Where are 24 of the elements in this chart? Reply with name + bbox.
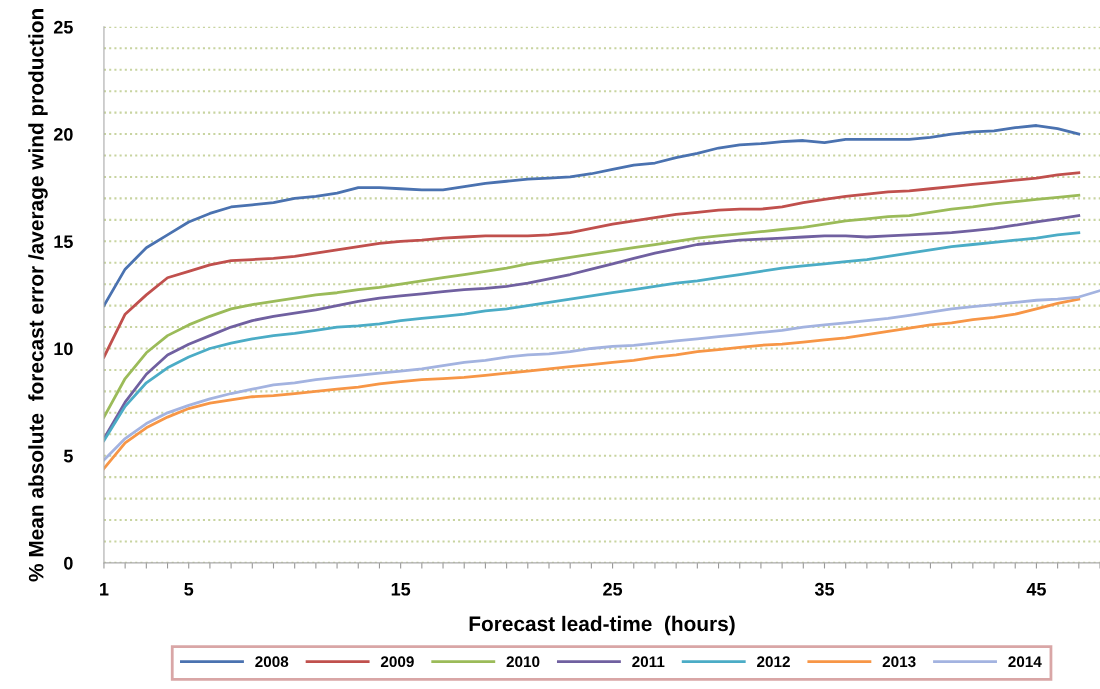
- y-tick-label: 15: [54, 235, 73, 249]
- x-axis-title: Forecast lead-time (hours): [469, 615, 735, 636]
- x-tick-label: 5: [184, 583, 194, 596]
- y-tick-label: 10: [54, 342, 73, 356]
- x-tick-label: 1: [100, 583, 109, 596]
- line-series: [103, 193, 1081, 419]
- y-tick-label: 20: [53, 128, 73, 141]
- legend-label: 2013: [882, 656, 916, 668]
- legend-label: 2010: [506, 656, 540, 668]
- y-tick-label: 5: [63, 449, 73, 463]
- legend-label: 2009: [380, 656, 414, 668]
- x-tick-label: 35: [814, 582, 835, 596]
- line-series: [103, 124, 1081, 307]
- x-tick-label: 25: [603, 582, 623, 596]
- y-axis-title: % Mean absolute forecast error /average wind production: [28, 9, 48, 582]
- legend-label: 2012: [757, 656, 790, 668]
- legend-label: 2014: [1008, 656, 1042, 668]
- line-series: [103, 171, 1081, 359]
- x-tick-label: 15: [391, 583, 411, 596]
- legend-label: 2011: [632, 656, 665, 668]
- y-tick-label: 0: [64, 556, 73, 570]
- y-tick-label: 25: [53, 20, 73, 34]
- legend-label: 2008: [255, 656, 289, 668]
- x-tick-label: 45: [1026, 583, 1046, 596]
